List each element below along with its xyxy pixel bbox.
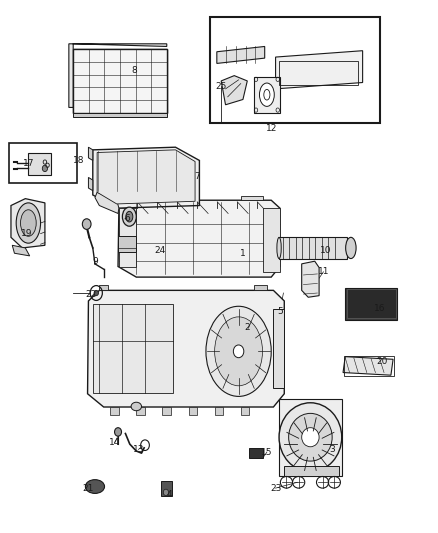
Bar bbox=[28, 153, 51, 175]
Text: 19: 19 bbox=[21, 229, 32, 238]
Ellipse shape bbox=[302, 427, 319, 447]
Polygon shape bbox=[276, 51, 363, 89]
Text: 7: 7 bbox=[194, 172, 200, 181]
Ellipse shape bbox=[122, 207, 136, 226]
Bar bbox=[250, 448, 262, 458]
Text: 6: 6 bbox=[125, 214, 131, 223]
Ellipse shape bbox=[163, 489, 169, 496]
Ellipse shape bbox=[289, 414, 332, 461]
Text: 24: 24 bbox=[155, 246, 166, 255]
Bar bbox=[9, 143, 77, 183]
Ellipse shape bbox=[21, 210, 36, 236]
Ellipse shape bbox=[277, 237, 281, 259]
Ellipse shape bbox=[215, 317, 262, 386]
Text: 12: 12 bbox=[265, 124, 277, 133]
Bar bbox=[118, 236, 136, 252]
Bar bbox=[279, 237, 346, 259]
Polygon shape bbox=[343, 357, 393, 375]
Ellipse shape bbox=[126, 212, 133, 222]
Bar bbox=[279, 399, 342, 476]
Polygon shape bbox=[11, 199, 45, 248]
Ellipse shape bbox=[279, 403, 342, 472]
Text: 4: 4 bbox=[166, 490, 172, 499]
Text: 1: 1 bbox=[240, 249, 246, 258]
Polygon shape bbox=[241, 407, 250, 415]
Text: 25: 25 bbox=[215, 82, 227, 91]
Polygon shape bbox=[110, 407, 119, 415]
Polygon shape bbox=[93, 147, 199, 208]
Text: 22: 22 bbox=[85, 289, 96, 298]
Bar bbox=[344, 356, 394, 376]
Polygon shape bbox=[162, 407, 171, 415]
Ellipse shape bbox=[94, 290, 99, 296]
Text: 18: 18 bbox=[73, 156, 85, 165]
Polygon shape bbox=[12, 245, 30, 256]
Ellipse shape bbox=[85, 480, 105, 494]
Polygon shape bbox=[217, 46, 265, 63]
Bar bbox=[273, 309, 284, 389]
Bar bbox=[284, 466, 339, 476]
Ellipse shape bbox=[115, 427, 121, 436]
Ellipse shape bbox=[82, 219, 91, 229]
Text: 13: 13 bbox=[133, 445, 144, 454]
Bar bbox=[346, 289, 396, 318]
Text: 3: 3 bbox=[329, 445, 335, 454]
Text: 2: 2 bbox=[244, 323, 250, 332]
Polygon shape bbox=[97, 150, 195, 204]
Polygon shape bbox=[241, 196, 262, 200]
Bar bbox=[210, 17, 380, 123]
Polygon shape bbox=[99, 285, 108, 290]
Bar bbox=[119, 208, 136, 266]
Bar bbox=[254, 77, 280, 113]
Text: 16: 16 bbox=[374, 304, 386, 313]
Polygon shape bbox=[95, 192, 119, 214]
Polygon shape bbox=[73, 113, 167, 117]
Text: 23: 23 bbox=[270, 483, 281, 492]
Text: 14: 14 bbox=[109, 438, 120, 447]
Ellipse shape bbox=[131, 402, 141, 411]
Text: 10: 10 bbox=[320, 246, 332, 255]
Polygon shape bbox=[188, 407, 197, 415]
Polygon shape bbox=[69, 44, 167, 108]
Polygon shape bbox=[254, 285, 267, 290]
Text: 9: 9 bbox=[92, 257, 98, 265]
Text: 8: 8 bbox=[131, 66, 137, 75]
Polygon shape bbox=[136, 407, 145, 415]
Bar bbox=[161, 481, 172, 496]
Bar bbox=[93, 304, 173, 393]
Polygon shape bbox=[215, 407, 223, 415]
Ellipse shape bbox=[206, 306, 271, 397]
Bar bbox=[73, 49, 167, 113]
Text: 15: 15 bbox=[261, 448, 272, 457]
Ellipse shape bbox=[346, 237, 356, 259]
Ellipse shape bbox=[42, 165, 47, 172]
Ellipse shape bbox=[259, 83, 274, 107]
Polygon shape bbox=[221, 76, 247, 105]
Polygon shape bbox=[88, 290, 284, 407]
Bar bbox=[279, 61, 358, 85]
Polygon shape bbox=[88, 177, 93, 191]
Ellipse shape bbox=[16, 203, 41, 243]
Polygon shape bbox=[302, 261, 319, 297]
Text: 17: 17 bbox=[23, 159, 34, 167]
Bar bbox=[345, 288, 397, 319]
Bar bbox=[262, 208, 280, 272]
Polygon shape bbox=[88, 147, 93, 160]
Text: 21: 21 bbox=[82, 483, 93, 492]
Text: 5: 5 bbox=[277, 307, 283, 316]
Text: 20: 20 bbox=[377, 358, 388, 367]
Text: 11: 11 bbox=[318, 268, 329, 276]
Bar bbox=[73, 49, 167, 113]
Polygon shape bbox=[127, 195, 145, 200]
Ellipse shape bbox=[233, 345, 244, 358]
Polygon shape bbox=[118, 200, 280, 277]
